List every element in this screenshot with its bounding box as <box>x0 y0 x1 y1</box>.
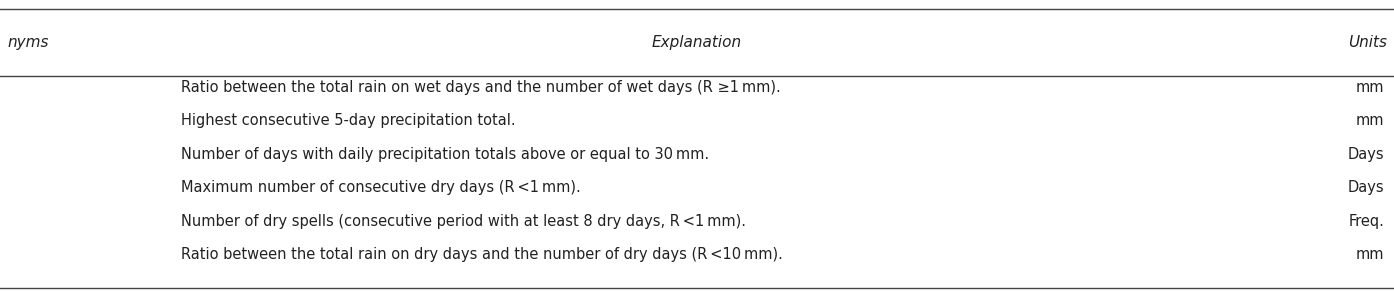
Text: Ratio between the total rain on dry days and the number of dry days (R <10 mm).: Ratio between the total rain on dry days… <box>181 247 783 262</box>
Text: Days: Days <box>1348 147 1384 162</box>
Text: Freq.: Freq. <box>1348 214 1384 229</box>
Text: nyms: nyms <box>7 35 49 50</box>
Text: Maximum number of consecutive dry days (R <1 mm).: Maximum number of consecutive dry days (… <box>181 180 581 195</box>
Text: Number of days with daily precipitation totals above or equal to 30 mm.: Number of days with daily precipitation … <box>181 147 710 162</box>
Text: Ratio between the total rain on wet days and the number of wet days (R ≥1 mm).: Ratio between the total rain on wet days… <box>181 80 781 95</box>
Text: Highest consecutive 5-day precipitation total.: Highest consecutive 5-day precipitation … <box>181 113 516 128</box>
Text: Days: Days <box>1348 180 1384 195</box>
Text: Number of dry spells (consecutive period with at least 8 dry days, R <1 mm).: Number of dry spells (consecutive period… <box>181 214 746 229</box>
Text: Explanation: Explanation <box>652 35 742 50</box>
Text: mm: mm <box>1356 80 1384 95</box>
Text: mm: mm <box>1356 113 1384 128</box>
Text: Units: Units <box>1348 35 1387 50</box>
Text: mm: mm <box>1356 247 1384 262</box>
